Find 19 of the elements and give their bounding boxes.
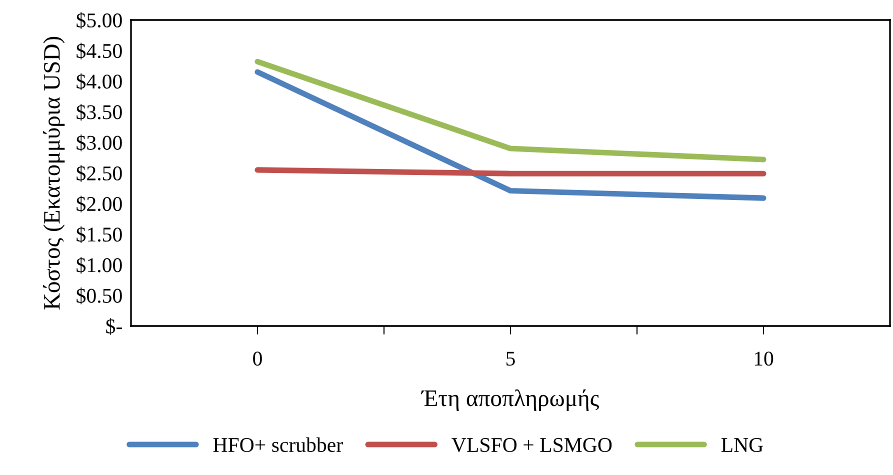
y-tick-label: $0.50: [76, 288, 122, 304]
y-tick-label: $4.50: [76, 42, 122, 60]
y-tick-label: $5.00: [76, 12, 122, 29]
y-tick-label: $2.00: [76, 196, 122, 212]
y-axis-title: Κόστος (Εκατομμύρια USD): [42, 36, 65, 310]
legend-label: VLSFO + LSMGO: [452, 438, 612, 452]
y-tick-label: $3.50: [76, 104, 122, 121]
y-tick-label: $1.00: [76, 256, 122, 274]
y-tick-label: $4.00: [76, 73, 122, 90]
legend-label: LNG: [721, 438, 763, 452]
y-tick-label: $-: [106, 318, 122, 335]
x-tick-label: 10: [754, 352, 774, 366]
y-tick-label: $1.50: [76, 226, 122, 244]
x-tick-label: 0: [253, 352, 262, 366]
y-tick-label: $3.00: [76, 134, 122, 152]
x-tick-label: 5: [506, 352, 515, 366]
legend-label: HFO+ scrubber: [213, 437, 343, 452]
y-tick-label: $2.50: [76, 165, 122, 182]
x-axis-title: Έτη αποπληρωμής: [420, 389, 599, 412]
